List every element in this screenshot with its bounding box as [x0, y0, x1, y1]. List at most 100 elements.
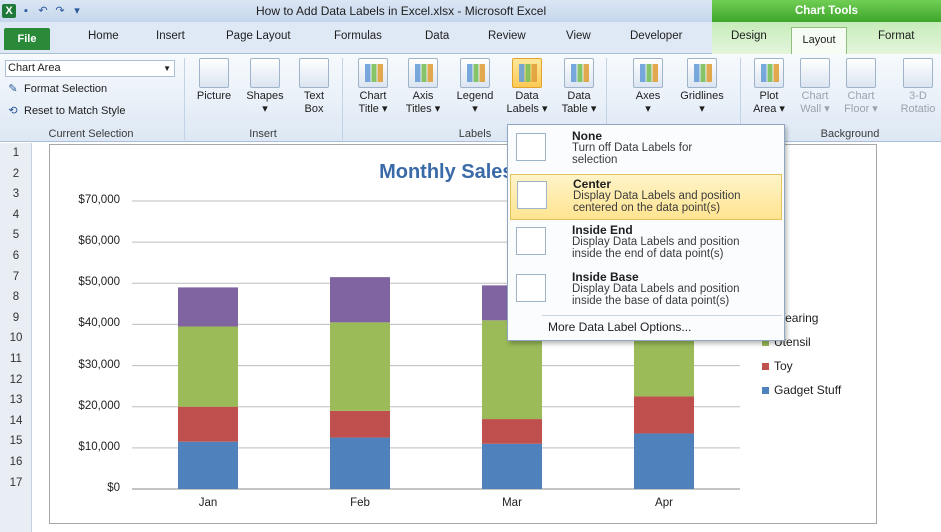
row-header[interactable]: 11	[10, 353, 22, 365]
3d-rotation-button[interactable]: 3-D Rotatio	[896, 58, 940, 116]
row-header[interactable]: 9	[12, 311, 20, 324]
legend-entry[interactable]: Toy	[762, 359, 793, 373]
data-labels-label-1: Data	[515, 90, 539, 102]
picture-button[interactable]: Picture	[192, 58, 236, 103]
bar-segment[interactable]	[482, 443, 542, 489]
tab-formulas[interactable]: Formulas	[334, 30, 382, 42]
group-label-insert: Insert	[249, 128, 277, 140]
chart-title-icon	[358, 58, 388, 88]
tab-view[interactable]: View	[566, 30, 591, 42]
bar-segment[interactable]	[330, 277, 390, 323]
menu-item-inside-base[interactable]: Inside Base Display Data Labels and posi…	[510, 268, 782, 314]
legend-button[interactable]: Legend ▾	[452, 58, 498, 116]
chart-floor-button[interactable]: Chart Floor ▾	[842, 58, 880, 116]
group-label-background: Background	[820, 128, 880, 140]
y-tick-label: $30,000	[78, 358, 120, 371]
axis-titles-label-1: Axis	[412, 90, 434, 102]
shapes-dropdown-icon: ▾	[262, 103, 268, 115]
tab-developer[interactable]: Developer	[630, 30, 683, 42]
row-header[interactable]: 8	[12, 291, 20, 304]
row-header[interactable]: 3	[12, 188, 20, 201]
axis-titles-button[interactable]: Axis Titles ▾	[402, 58, 444, 116]
x-category-label: Feb	[350, 497, 370, 509]
legend-entry[interactable]: Gadget Stuff	[762, 383, 841, 397]
undo-icon[interactable]: ↶	[38, 5, 48, 17]
legend-label: Legend	[456, 90, 494, 102]
window-title: How to Add Data Labels in Excel.xlsx - M…	[256, 4, 547, 18]
bar-segment[interactable]	[178, 406, 238, 442]
tab-layout[interactable]: Layout	[791, 27, 847, 54]
tab-data[interactable]: Data	[425, 30, 450, 42]
row-header[interactable]: 7	[12, 270, 20, 283]
row-header[interactable]: 12	[9, 373, 23, 386]
axes-button[interactable]: Axes ▾	[630, 58, 666, 116]
row-header[interactable]: 13	[9, 394, 23, 407]
menu-separator	[542, 315, 782, 316]
row-header[interactable]: 2	[12, 167, 20, 180]
bar-segment[interactable]	[330, 322, 390, 411]
tab-file[interactable]: File	[4, 28, 50, 50]
more-data-label-options[interactable]: More Data Label Options...	[548, 320, 692, 334]
tab-format[interactable]: Format	[878, 30, 915, 42]
plot-area-button[interactable]: Plot Area ▾	[750, 58, 788, 116]
legend-swatch	[762, 338, 769, 346]
chart-element-combo-value: Chart Area	[8, 62, 61, 74]
tab-insert[interactable]: Insert	[156, 30, 185, 42]
y-tick-label: $40,000	[78, 317, 120, 330]
bar-segment[interactable]	[634, 396, 694, 434]
menu-item-title: Inside Base	[572, 270, 639, 284]
row-header[interactable]: 5	[12, 229, 20, 242]
menu-item-none[interactable]: None Turn off Data Labels for selection	[510, 127, 782, 173]
save-icon[interactable]: ▪	[24, 5, 28, 17]
customize-qat-icon[interactable]: ▾	[74, 5, 80, 17]
data-table-button[interactable]: Data Table ▾	[558, 58, 600, 116]
chart-wall-button[interactable]: Chart Wall ▾	[796, 58, 834, 116]
row-header[interactable]: 17	[9, 476, 23, 489]
menu-item-center[interactable]: Center Display Data Labels and position c…	[510, 174, 782, 220]
tab-review[interactable]: Review	[488, 30, 526, 42]
bar-segment[interactable]	[634, 433, 694, 489]
tab-page-layout[interactable]: Page Layout	[226, 30, 291, 42]
row-header[interactable]: 6	[12, 250, 20, 262]
data-labels-menu: None Turn off Data Labels for selection C…	[507, 124, 785, 341]
format-selection-button[interactable]: ✎ Format Selection	[5, 82, 107, 96]
bar-segment[interactable]	[178, 441, 238, 489]
chart-floor-label-2: Floor	[844, 103, 870, 115]
menu-item-description: Turn off Data Labels for selection	[572, 142, 693, 166]
format-selection-icon: ✎	[8, 83, 18, 95]
tab-design[interactable]: Design	[731, 30, 767, 42]
chart-floor-label-1: Chart	[847, 90, 875, 102]
bar-segment[interactable]	[178, 326, 238, 407]
plot-area[interactable]	[50, 145, 876, 523]
data-table-label-2: Table	[561, 103, 588, 115]
row-header[interactable]: 16	[9, 456, 23, 468]
shapes-button[interactable]: Shapes ▾	[240, 58, 290, 116]
chart-title-button[interactable]: Chart Title ▾	[352, 58, 394, 116]
row-header[interactable]: 4	[12, 208, 20, 221]
menu-item-inside-end[interactable]: Inside End Display Data Labels and posit…	[510, 221, 782, 267]
axes-label: Axes	[635, 90, 661, 102]
bar-segment[interactable]	[178, 287, 238, 327]
chart-element-combo[interactable]: Chart Area ▼	[5, 60, 175, 77]
chart-title[interactable]: Monthly Sales vs.	[379, 161, 547, 183]
row-header[interactable]: 15	[9, 435, 23, 448]
tab-home[interactable]: Home	[88, 30, 119, 42]
text-box-button[interactable]: Text Box	[294, 58, 334, 116]
row-header[interactable]: 14	[9, 414, 23, 427]
bar-segment[interactable]	[634, 340, 694, 397]
data-labels-button[interactable]: Data Labels ▾	[506, 58, 548, 116]
redo-icon[interactable]: ↷	[55, 5, 65, 17]
row-header[interactable]: 1	[12, 147, 20, 159]
group-label-current-selection: Current Selection	[48, 128, 134, 140]
legend-swatch	[762, 362, 769, 370]
group-separator	[342, 58, 343, 140]
row-header[interactable]: 10	[9, 332, 23, 345]
bar-segment[interactable]	[330, 410, 390, 438]
bar-segment[interactable]	[482, 419, 542, 444]
legend-label: Gadget Stuff	[774, 383, 842, 397]
bar-segment[interactable]	[330, 437, 390, 489]
text-box-label-1: Text	[303, 90, 325, 102]
gridlines-button[interactable]: Gridlines ▾	[672, 58, 732, 116]
y-tick-label: $50,000	[78, 276, 120, 289]
reset-to-match-style-button[interactable]: ⟲ Reset to Match Style	[5, 104, 125, 118]
